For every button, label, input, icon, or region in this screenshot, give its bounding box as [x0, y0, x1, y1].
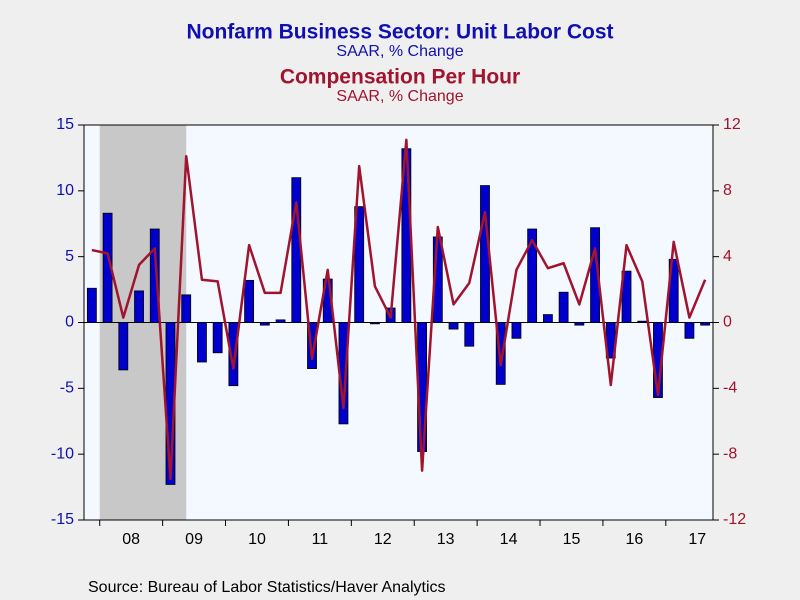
bar [275, 319, 286, 323]
y-tick-label: -15 [51, 511, 74, 528]
bar [590, 227, 600, 323]
bar [558, 291, 569, 323]
title: Nonfarm Business Sector: Unit Labor Cost [186, 21, 613, 44]
title: Compensation Per Hour [280, 66, 520, 89]
bar [370, 322, 380, 325]
bar [354, 206, 365, 323]
bar [542, 314, 553, 323]
x-tick-label: 09 [185, 531, 203, 548]
y2-tick-label: -8 [723, 445, 737, 462]
bar [684, 322, 695, 339]
y2-tick-label: 0 [723, 314, 732, 331]
y-tick-label: 5 [65, 248, 74, 265]
plot-frame [83, 124, 714, 521]
bar [464, 322, 475, 347]
x-tick-label: 13 [437, 531, 455, 548]
bar [291, 177, 302, 323]
bar [700, 322, 711, 326]
y-tick-label: 10 [56, 182, 74, 199]
bar [118, 322, 129, 371]
bar [244, 279, 255, 323]
bar [307, 322, 317, 369]
x-tick-label: 11 [312, 531, 329, 548]
bar [228, 322, 239, 387]
bar [86, 287, 97, 323]
y2-tick-label: 12 [723, 116, 741, 133]
y-tick-label: -5 [60, 380, 74, 397]
x-tick-label: 15 [563, 531, 581, 548]
bar [134, 290, 144, 323]
bar [637, 320, 648, 323]
bar [149, 228, 160, 323]
y2-tick-label: 4 [723, 248, 732, 265]
y2-tick-label: -12 [723, 511, 746, 528]
bar [212, 322, 223, 354]
subtitle: SAAR, % Change [336, 88, 463, 105]
bar [259, 322, 270, 326]
x-tick-label: 10 [248, 531, 266, 548]
bar [448, 322, 459, 330]
y-tick-label: -10 [51, 445, 74, 462]
x-tick-label: 08 [122, 531, 140, 548]
bar [511, 322, 522, 339]
x-tick-label: 17 [688, 531, 706, 548]
bar [181, 294, 192, 323]
y-tick-label: 15 [56, 116, 74, 133]
y2-tick-label: -4 [723, 380, 737, 397]
y-tick-label: 0 [65, 314, 74, 331]
x-tick-label: 12 [374, 531, 392, 548]
bar [527, 228, 538, 323]
x-tick-label: 16 [625, 531, 643, 548]
source: Source: Bureau of Labor Statistics/Haver… [88, 579, 446, 596]
bar [197, 322, 207, 363]
y2-tick-label: 8 [723, 182, 732, 199]
line [91, 138, 707, 481]
bar [621, 270, 632, 323]
x-tick-label: 14 [500, 531, 518, 548]
bar [574, 322, 585, 326]
subtitle: SAAR, % Change [336, 43, 463, 60]
